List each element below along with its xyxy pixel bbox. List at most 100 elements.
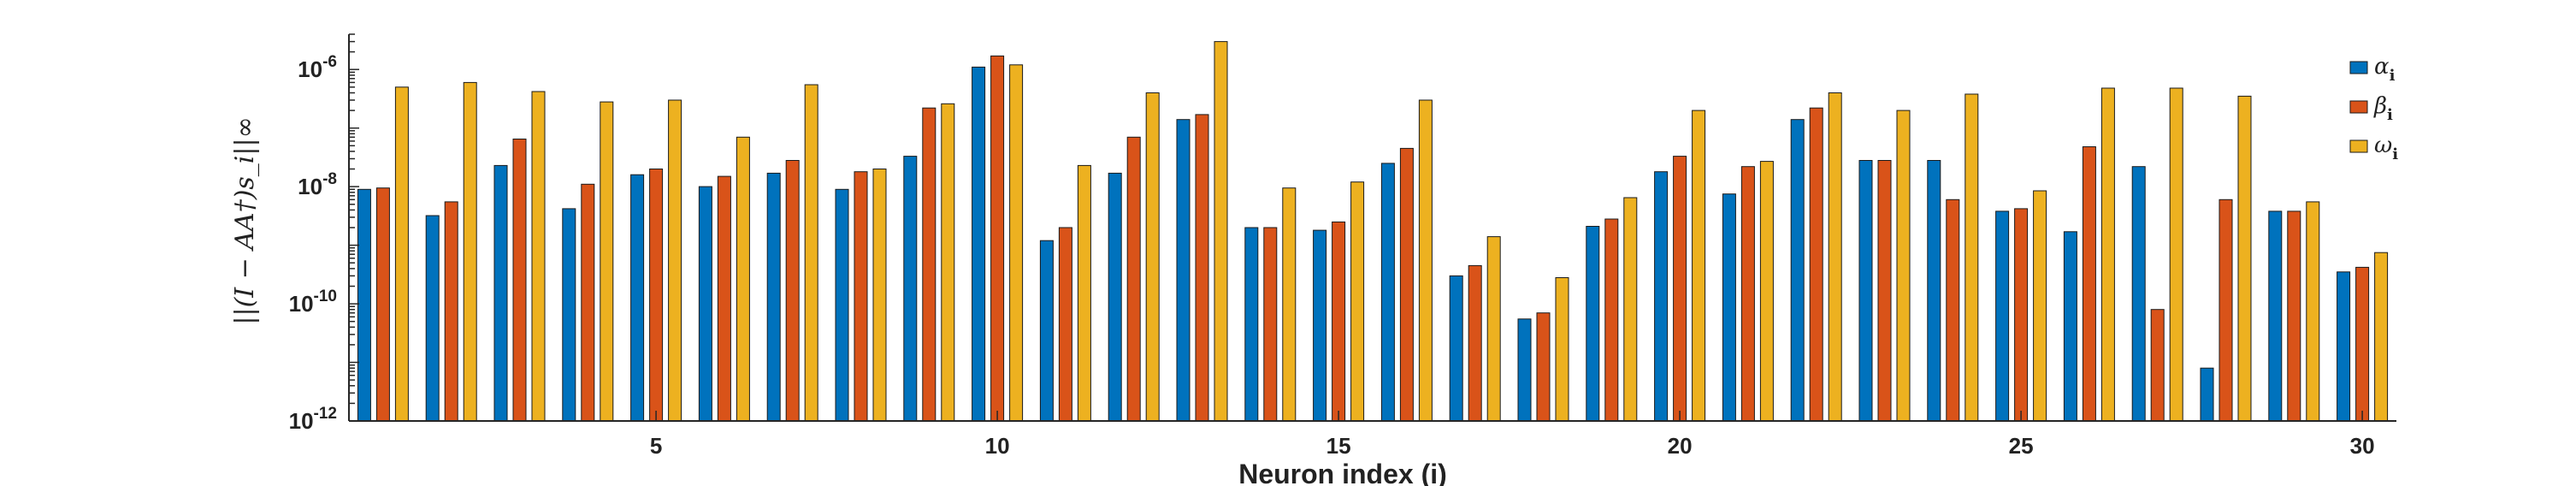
bar-omega-3 xyxy=(531,91,546,422)
y-axis-label: ||(I − AA†)s_i||∞ xyxy=(230,116,260,324)
bar-omega-15 xyxy=(1350,181,1365,422)
bar-alpha-17 xyxy=(1449,275,1463,422)
bar-beta-21 xyxy=(1740,166,1755,422)
bar-beta-14 xyxy=(1263,227,1278,422)
bar-alpha-14 xyxy=(1244,227,1259,422)
bar-beta-25 xyxy=(2014,208,2029,422)
bar-alpha-13 xyxy=(1176,119,1191,422)
bar-omega-17 xyxy=(1486,236,1501,422)
bar-beta-3 xyxy=(512,139,527,422)
bar-beta-12 xyxy=(1126,136,1141,422)
bar-alpha-24 xyxy=(1927,160,1941,422)
bar-alpha-23 xyxy=(1858,160,1873,422)
bar-beta-18 xyxy=(1536,312,1551,422)
bar-alpha-5 xyxy=(630,174,645,422)
bar-beta-22 xyxy=(1809,107,1823,422)
bar-beta-11 xyxy=(1058,227,1072,422)
bar-alpha-28 xyxy=(2200,367,2214,422)
bar-omega-27 xyxy=(2169,87,2183,422)
bar-omega-19 xyxy=(1623,197,1638,422)
bar-omega-26 xyxy=(2100,87,2115,422)
x-tick-label: 10 xyxy=(985,433,1010,459)
bar-alpha-8 xyxy=(835,188,849,422)
bar-alpha-21 xyxy=(1722,193,1736,422)
bar-beta-7 xyxy=(785,160,800,422)
bar-beta-5 xyxy=(649,169,664,422)
bar-omega-18 xyxy=(1555,277,1569,422)
bar-beta-27 xyxy=(2150,309,2165,422)
bar-beta-19 xyxy=(1604,218,1619,422)
bar-omega-28 xyxy=(2237,95,2252,422)
bar-omega-14 xyxy=(1282,187,1297,422)
x-axis-label: Neuron index (i) xyxy=(1238,459,1447,486)
bar-alpha-20 xyxy=(1654,171,1669,422)
legend-label: βi xyxy=(2373,93,2393,124)
bar-alpha-22 xyxy=(1790,119,1805,422)
x-tick-label: 15 xyxy=(1326,433,1351,459)
bar-alpha-4 xyxy=(562,208,576,422)
bar-beta-6 xyxy=(717,175,731,422)
y-tick-label: 10-10 xyxy=(289,287,337,317)
x-tick-label: 5 xyxy=(650,433,662,459)
bar-beta-24 xyxy=(1946,199,1960,422)
bar-beta-1 xyxy=(375,187,390,422)
x-tick-label: 20 xyxy=(1668,433,1693,459)
bar-beta-4 xyxy=(581,183,595,422)
bar-beta-29 xyxy=(2287,210,2301,422)
bar-omega-22 xyxy=(1828,92,1842,422)
bar-omega-6 xyxy=(736,136,750,422)
bar-omega-8 xyxy=(872,169,887,422)
x-tick-label: 30 xyxy=(2350,433,2375,459)
bar-beta-8 xyxy=(854,171,868,422)
bar-alpha-15 xyxy=(1313,229,1327,422)
bar-omega-11 xyxy=(1077,164,1091,422)
bar-beta-30 xyxy=(2355,266,2370,422)
bar-omega-25 xyxy=(2033,190,2047,422)
ticks-group: 10-12 10-10 10-8 10-6 5 10 15 20 25 30 xyxy=(289,33,2375,459)
y-tick-label: 10-12 xyxy=(289,405,337,434)
bar-omega-1 xyxy=(394,86,409,422)
bar-omega-21 xyxy=(1759,161,1774,422)
bar-beta-28 xyxy=(2219,199,2233,422)
bar-alpha-16 xyxy=(1380,163,1395,422)
bar-alpha-7 xyxy=(766,172,781,422)
bar-beta-23 xyxy=(1877,160,1892,422)
bar-omega-24 xyxy=(1964,93,1979,422)
x-tick-label: 25 xyxy=(2009,433,2034,459)
bar-omega-12 xyxy=(1145,92,1160,422)
legend-label: ωi xyxy=(2374,133,2398,163)
bar-omega-23 xyxy=(1896,110,1911,422)
bar-alpha-3 xyxy=(493,164,508,422)
legend-swatch xyxy=(2349,139,2368,153)
legend: αi βi ωi xyxy=(2349,54,2398,163)
bar-omega-16 xyxy=(1418,99,1433,422)
bar-beta-2 xyxy=(444,201,458,422)
legend-swatch xyxy=(2349,100,2368,114)
bar-alpha-12 xyxy=(1108,172,1122,422)
bar-alpha-1 xyxy=(357,188,371,422)
bar-alpha-26 xyxy=(2063,231,2077,422)
bar-omega-2 xyxy=(463,81,477,422)
bars-group xyxy=(357,41,2389,422)
bar-omega-20 xyxy=(1692,110,1706,422)
y-tick-label: 10-8 xyxy=(298,170,337,199)
bar-omega-7 xyxy=(804,84,818,422)
bar-alpha-18 xyxy=(1517,318,1532,422)
bar-beta-13 xyxy=(1195,114,1209,422)
bar-alpha-11 xyxy=(1039,240,1054,422)
bar-alpha-25 xyxy=(1995,210,2010,422)
bar-alpha-29 xyxy=(2268,210,2283,422)
bar-omega-4 xyxy=(600,101,614,422)
bar-alpha-10 xyxy=(972,66,986,422)
bar-beta-26 xyxy=(2082,146,2096,422)
bar-omega-13 xyxy=(1214,41,1228,422)
bar-beta-9 xyxy=(922,107,936,422)
bar-alpha-9 xyxy=(903,156,918,422)
bar-omega-29 xyxy=(2306,201,2320,422)
bar-alpha-2 xyxy=(425,215,440,422)
bar-omega-10 xyxy=(1009,64,1024,422)
bar-beta-17 xyxy=(1468,264,1482,422)
bar-omega-9 xyxy=(941,103,955,422)
bar-alpha-19 xyxy=(1586,226,1600,422)
